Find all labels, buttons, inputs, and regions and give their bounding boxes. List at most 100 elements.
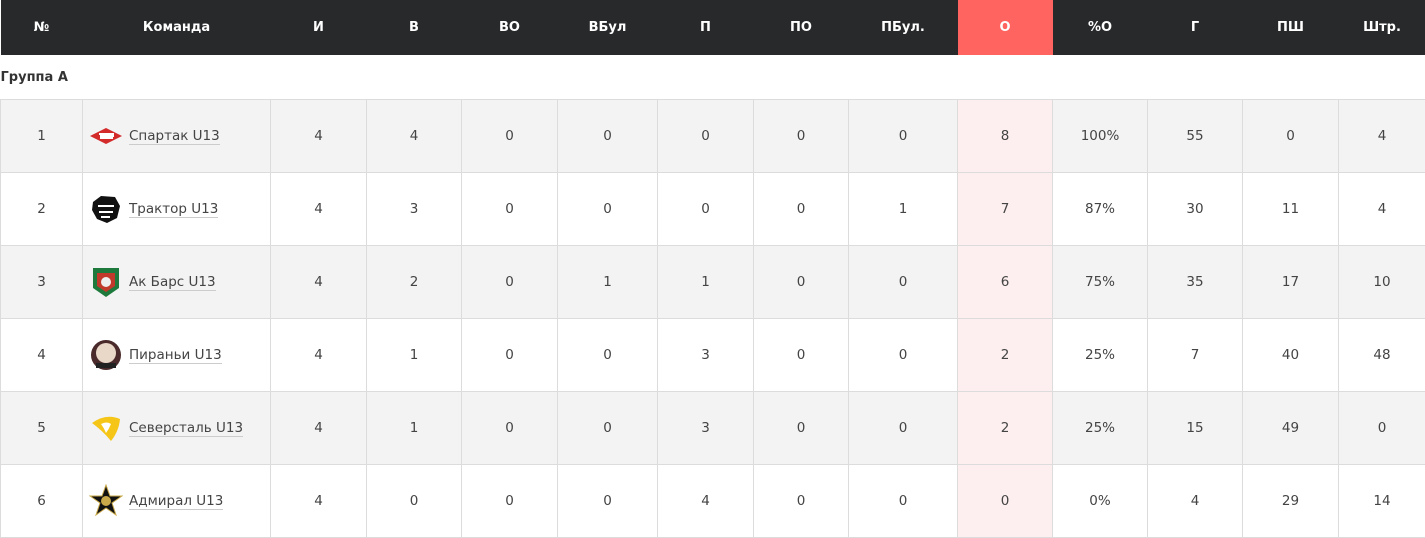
stat-cell: 2	[367, 246, 462, 319]
stat-cell: 0	[462, 100, 558, 173]
stat-cell: 0	[849, 319, 958, 392]
stat-cell: 10	[1339, 246, 1425, 319]
stat-cell: 0	[849, 392, 958, 465]
stat-cell: 0	[462, 246, 558, 319]
stat-cell: 3	[658, 319, 754, 392]
stat-cell: 0	[754, 100, 849, 173]
stat-cell: 6	[958, 246, 1053, 319]
stat-cell: 17	[1243, 246, 1339, 319]
stat-cell: 25%	[1053, 319, 1148, 392]
column-header[interactable]: Команда	[83, 0, 271, 55]
column-header[interactable]: И	[271, 0, 367, 55]
position-cell: 1	[1, 100, 83, 173]
column-header[interactable]: ВО	[462, 0, 558, 55]
stat-cell: 0	[658, 100, 754, 173]
stat-cell: 4	[367, 100, 462, 173]
traktor-logo-icon	[89, 192, 123, 226]
stat-cell: 30	[1148, 173, 1243, 246]
column-header[interactable]: О	[958, 0, 1053, 55]
stat-cell: 0	[462, 319, 558, 392]
stat-cell: 0	[558, 392, 658, 465]
column-header[interactable]: Г	[1148, 0, 1243, 55]
column-header[interactable]: ВБул	[558, 0, 658, 55]
stat-cell: 2	[958, 392, 1053, 465]
stat-cell: 87%	[1053, 173, 1148, 246]
stat-cell: 0	[958, 465, 1053, 538]
position-cell: 5	[1, 392, 83, 465]
stat-cell: 0	[558, 319, 658, 392]
team-link[interactable]: Спартак U13	[129, 128, 220, 145]
stat-cell: 49	[1243, 392, 1339, 465]
stat-cell: 3	[367, 173, 462, 246]
team-cell: Северсталь U13	[83, 392, 271, 465]
stat-cell: 4	[271, 100, 367, 173]
column-header[interactable]: ПШ	[1243, 0, 1339, 55]
stat-cell: 4	[1148, 465, 1243, 538]
stat-cell: 75%	[1053, 246, 1148, 319]
stat-cell: 0	[558, 100, 658, 173]
column-header[interactable]: В	[367, 0, 462, 55]
stat-cell: 0	[558, 173, 658, 246]
column-header[interactable]: П	[658, 0, 754, 55]
group-row: Группа А	[1, 55, 1425, 100]
team-link[interactable]: Ак Барс U13	[129, 274, 216, 291]
stat-cell: 7	[1148, 319, 1243, 392]
stat-cell: 4	[271, 173, 367, 246]
column-header[interactable]: ПО	[754, 0, 849, 55]
stat-cell: 0	[754, 465, 849, 538]
stat-cell: 4	[1339, 100, 1425, 173]
piranhi-logo-icon	[89, 338, 123, 372]
stat-cell: 0	[367, 465, 462, 538]
admiral-logo-icon	[89, 484, 123, 518]
stat-cell: 55	[1148, 100, 1243, 173]
stat-cell: 0	[658, 173, 754, 246]
stat-cell: 4	[271, 392, 367, 465]
stat-cell: 0	[1243, 100, 1339, 173]
team-cell: Спартак U13	[83, 100, 271, 173]
column-header[interactable]: ПБул.	[849, 0, 958, 55]
stat-cell: 0	[754, 392, 849, 465]
group-label: Группа А	[1, 55, 1425, 100]
stat-cell: 7	[958, 173, 1053, 246]
team-link[interactable]: Пираньи U13	[129, 347, 222, 364]
spartak-logo-icon	[89, 119, 123, 153]
stat-cell: 8	[958, 100, 1053, 173]
stat-cell: 4	[658, 465, 754, 538]
stat-cell: 40	[1243, 319, 1339, 392]
team-cell: Ак Барс U13	[83, 246, 271, 319]
column-header[interactable]: №	[1, 0, 83, 55]
stat-cell: 0	[849, 246, 958, 319]
stat-cell: 4	[271, 465, 367, 538]
team-cell: Адмирал U13	[83, 465, 271, 538]
stat-cell: 0	[1339, 392, 1425, 465]
stat-cell: 4	[271, 246, 367, 319]
column-header[interactable]: Штр.	[1339, 0, 1425, 55]
team-cell: Трактор U13	[83, 173, 271, 246]
stat-cell: 2	[958, 319, 1053, 392]
stat-cell: 1	[658, 246, 754, 319]
team-link[interactable]: Адмирал U13	[129, 493, 223, 510]
column-header[interactable]: %О	[1053, 0, 1148, 55]
stat-cell: 100%	[1053, 100, 1148, 173]
stat-cell: 1	[367, 392, 462, 465]
team-link[interactable]: Трактор U13	[129, 201, 218, 218]
stat-cell: 0	[754, 246, 849, 319]
stat-cell: 3	[658, 392, 754, 465]
stat-cell: 4	[271, 319, 367, 392]
stat-cell: 0	[754, 319, 849, 392]
position-cell: 2	[1, 173, 83, 246]
ak-bars-logo-icon	[89, 265, 123, 299]
position-cell: 6	[1, 465, 83, 538]
stat-cell: 29	[1243, 465, 1339, 538]
team-link[interactable]: Северсталь U13	[129, 420, 243, 437]
stat-cell: 0	[849, 465, 958, 538]
stat-cell: 48	[1339, 319, 1425, 392]
stat-cell: 14	[1339, 465, 1425, 538]
